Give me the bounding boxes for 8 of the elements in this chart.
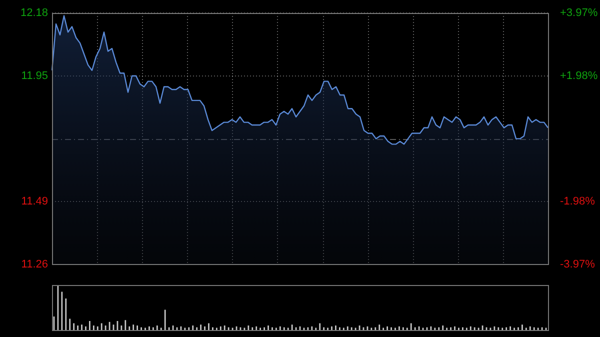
- y-tick-label: 11.95: [21, 70, 48, 82]
- y-tick-label: 11.49: [21, 196, 48, 208]
- y-tick-label: 11.26: [21, 258, 48, 270]
- y2-tick-label: +1.98%: [560, 70, 598, 82]
- y2-tick-label: -1.98%: [560, 195, 596, 208]
- y2-tick-label: +3.97%: [560, 7, 598, 20]
- y2-tick-label: -3.97%: [560, 258, 596, 270]
- y-tick-label: 12.18: [20, 7, 48, 20]
